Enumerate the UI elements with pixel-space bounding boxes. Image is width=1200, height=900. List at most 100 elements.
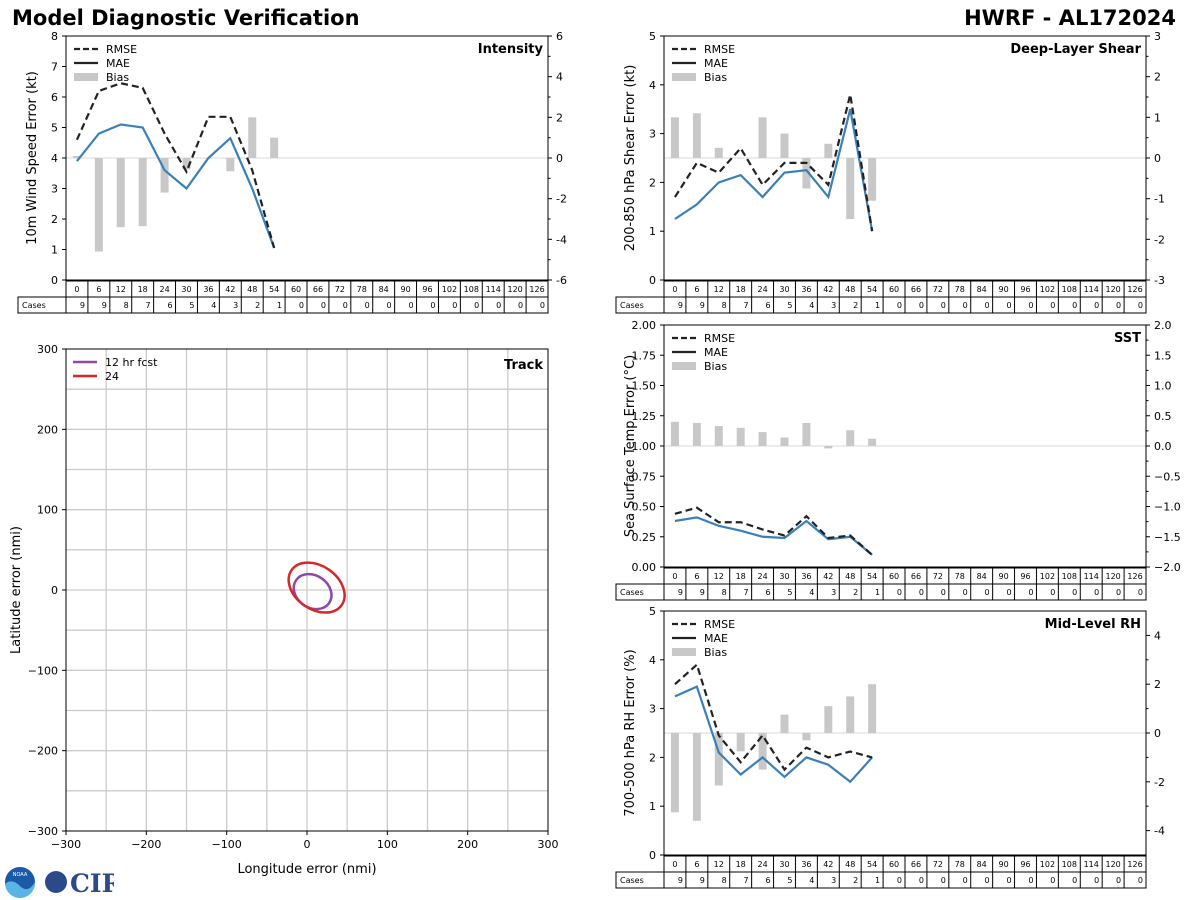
case-count: 4 xyxy=(211,301,216,310)
bias-bar xyxy=(736,158,745,159)
y2-tick-label: -4 xyxy=(556,233,567,246)
y2-tick-label: 0 xyxy=(1154,152,1161,165)
lead-hour-label: 108 xyxy=(464,285,479,294)
lead-hour-label: 66 xyxy=(911,572,921,581)
lead-hour-label: 42 xyxy=(823,285,833,294)
bias-bar xyxy=(758,432,767,446)
bias-bar xyxy=(182,158,191,170)
case-count: 4 xyxy=(809,876,814,885)
y-tick-label: 0 xyxy=(51,584,58,597)
case-count: 5 xyxy=(787,876,792,885)
legend-label: MAE xyxy=(704,346,728,359)
case-count: 8 xyxy=(722,588,727,597)
cases-row xyxy=(17,296,549,314)
case-count: 9 xyxy=(678,301,683,310)
case-count: 0 xyxy=(941,301,946,310)
bias-bar xyxy=(780,714,789,733)
bias-bar xyxy=(72,155,81,158)
lead-hour-label: 72 xyxy=(335,285,345,294)
y-tick-label: 5 xyxy=(649,605,656,618)
lead-hour-label: 54 xyxy=(867,860,877,869)
legend-bias-swatch xyxy=(74,73,98,81)
bias-bar xyxy=(846,696,855,733)
lead-hour-label: 84 xyxy=(977,860,987,869)
y-tick-label: 2 xyxy=(649,751,656,764)
mae-line xyxy=(674,108,874,232)
legend-label: Bias xyxy=(704,646,727,659)
case-count: 3 xyxy=(831,876,836,885)
lead-hour-label: 54 xyxy=(867,285,877,294)
case-count: 0 xyxy=(387,301,392,310)
lead-hour-label: 60 xyxy=(889,285,899,294)
cases-label: Cases xyxy=(620,876,644,885)
lead-hour-label: 126 xyxy=(529,285,544,294)
y2-tick-label: 6 xyxy=(556,30,563,43)
y2-tick-label: 4 xyxy=(556,71,563,84)
y-tick-label: 0 xyxy=(649,274,656,287)
legend-label: Bias xyxy=(704,360,727,373)
page-title: Model Diagnostic Verification xyxy=(12,6,360,30)
bias-bar xyxy=(736,427,745,446)
bias-bar xyxy=(780,437,789,446)
case-count: 0 xyxy=(1028,588,1033,597)
y-tick-label: 200 xyxy=(37,423,58,436)
legend-label: RMSE xyxy=(704,332,735,345)
x-tick-label: −300 xyxy=(51,838,81,851)
y-tick-label: 5 xyxy=(51,122,58,135)
y2-tick-label: -2 xyxy=(1154,776,1165,789)
y-axis-label: 200-850 hPa Shear Error (kt) xyxy=(623,65,638,252)
lead-hour-label: 90 xyxy=(998,572,1008,581)
lead-hour-label: 48 xyxy=(845,860,855,869)
y2-tick-label: 0 xyxy=(556,152,563,165)
panel-sst: 0.000.250.500.751.001.251.501.752.00−2.0… xyxy=(615,319,1181,601)
lead-hour-label: 6 xyxy=(694,572,699,581)
lead-hour-label: 36 xyxy=(801,860,811,869)
panel-title: Track xyxy=(504,358,543,373)
case-count: 0 xyxy=(1006,588,1011,597)
lead-hour-label: 36 xyxy=(203,285,213,294)
y2-tick-label: 3 xyxy=(1154,30,1161,43)
lead-hour-label: 18 xyxy=(138,285,148,294)
y-axis-label: 700-500 hPa RH Error (%) xyxy=(623,649,638,816)
lead-hour-label: 126 xyxy=(1127,285,1142,294)
lead-hour-label: 60 xyxy=(889,860,899,869)
bias-bar xyxy=(824,446,833,449)
lead-hour-label: 60 xyxy=(291,285,301,294)
lead-hour-label: 6 xyxy=(694,860,699,869)
bias-bar xyxy=(868,684,877,733)
case-count: 2 xyxy=(853,876,858,885)
lead-hour-label: 24 xyxy=(757,860,767,869)
case-count: 0 xyxy=(452,301,457,310)
lead-hour-label: 24 xyxy=(757,572,767,581)
bias-bar xyxy=(248,117,257,158)
legend-label: RMSE xyxy=(704,618,735,631)
y-tick-label: 2 xyxy=(51,213,58,226)
y2-tick-label: -2 xyxy=(1154,233,1165,246)
y-tick-label: 4 xyxy=(649,654,656,667)
case-count: 7 xyxy=(744,876,749,885)
case-count: 6 xyxy=(765,301,770,310)
y2-tick-label: −0.5 xyxy=(1154,470,1181,483)
case-count: 1 xyxy=(875,301,880,310)
lead-hour-label: 72 xyxy=(933,860,943,869)
y2-tick-label: 2 xyxy=(556,111,563,124)
case-count: 0 xyxy=(919,876,924,885)
lead-hour-label: 114 xyxy=(486,285,501,294)
y-tick-label: 7 xyxy=(51,61,58,74)
bias-bar xyxy=(670,733,679,813)
y-tick-label: 2 xyxy=(649,176,656,189)
y2-tick-label: 1.5 xyxy=(1154,349,1172,362)
lead-hour-label: 102 xyxy=(1040,572,1055,581)
case-count: 0 xyxy=(1116,876,1121,885)
lead-hour-label: 72 xyxy=(933,572,943,581)
y2-tick-label: 2 xyxy=(1154,678,1161,691)
lead-hour-label: 36 xyxy=(801,285,811,294)
case-count: 0 xyxy=(985,876,990,885)
noaa-logo-icon: NOAA xyxy=(5,867,36,898)
cases-label: Cases xyxy=(620,588,644,597)
bias-bar xyxy=(846,158,855,219)
lead-hour-label: 96 xyxy=(1020,860,1030,869)
y-tick-label: 0 xyxy=(51,274,58,287)
bias-bar xyxy=(226,158,235,172)
storm-title: HWRF - AL172024 xyxy=(964,6,1176,30)
